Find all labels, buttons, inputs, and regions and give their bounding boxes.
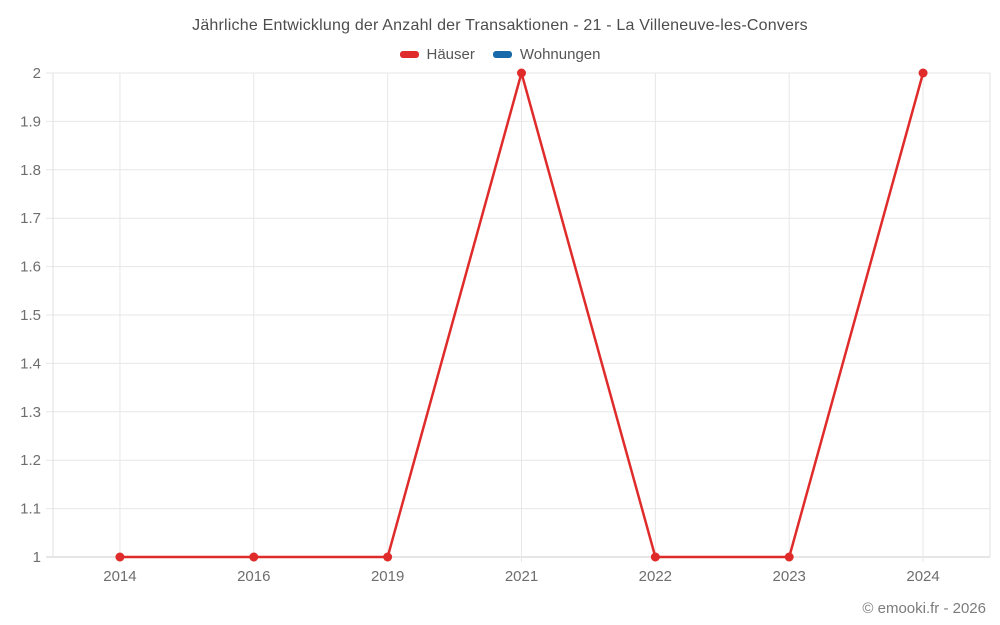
legend-marker-icon (492, 51, 512, 58)
x-axis-tick-label: 2019 (371, 568, 404, 585)
data-point[interactable] (918, 68, 928, 78)
legend-item-1[interactable]: Wohnungen (492, 46, 601, 63)
legend: Häuser Wohnungen (0, 46, 1000, 63)
chart-title: Jährliche Entwicklung der Anzahl der Tra… (192, 17, 808, 34)
legend-item-0[interactable]: Häuser (399, 46, 475, 63)
data-point[interactable] (249, 552, 259, 562)
y-axis-tick-label: 1.8 (20, 162, 41, 179)
copyright-footer: © emooki.fr - 2026 (862, 600, 986, 617)
y-axis-tick-label: 1.4 (20, 355, 41, 372)
y-axis-tick-label: 1.1 (20, 501, 41, 518)
x-axis-tick-label: 2021 (505, 568, 538, 585)
legend-marker-icon (399, 51, 419, 58)
y-axis-tick-label: 1.2 (20, 452, 41, 469)
data-point[interactable] (383, 552, 393, 562)
x-axis-tick-label: 2014 (103, 568, 136, 585)
y-axis-tick-label: 1.7 (20, 210, 41, 227)
legend-label: Häuser (426, 46, 475, 63)
x-axis-tick-label: 2023 (773, 568, 806, 585)
legend-label: Wohnungen (519, 46, 601, 63)
y-axis-tick-label: 1.6 (20, 259, 41, 276)
y-axis-tick-label: 2 (33, 65, 41, 82)
data-point[interactable] (517, 68, 526, 78)
x-axis-tick-label: 2024 (906, 568, 939, 585)
data-point[interactable] (784, 552, 794, 562)
x-axis-tick-label: 2016 (237, 568, 270, 585)
x-axis-tick-label: 2022 (639, 568, 672, 585)
y-axis-tick-label: 1.5 (20, 307, 41, 324)
y-axis-tick-label: 1.9 (20, 113, 41, 130)
y-axis-tick-label: 1.3 (20, 404, 41, 421)
y-axis-tick-label: 1 (33, 549, 41, 566)
data-point[interactable] (115, 552, 125, 562)
data-point[interactable] (650, 552, 660, 562)
